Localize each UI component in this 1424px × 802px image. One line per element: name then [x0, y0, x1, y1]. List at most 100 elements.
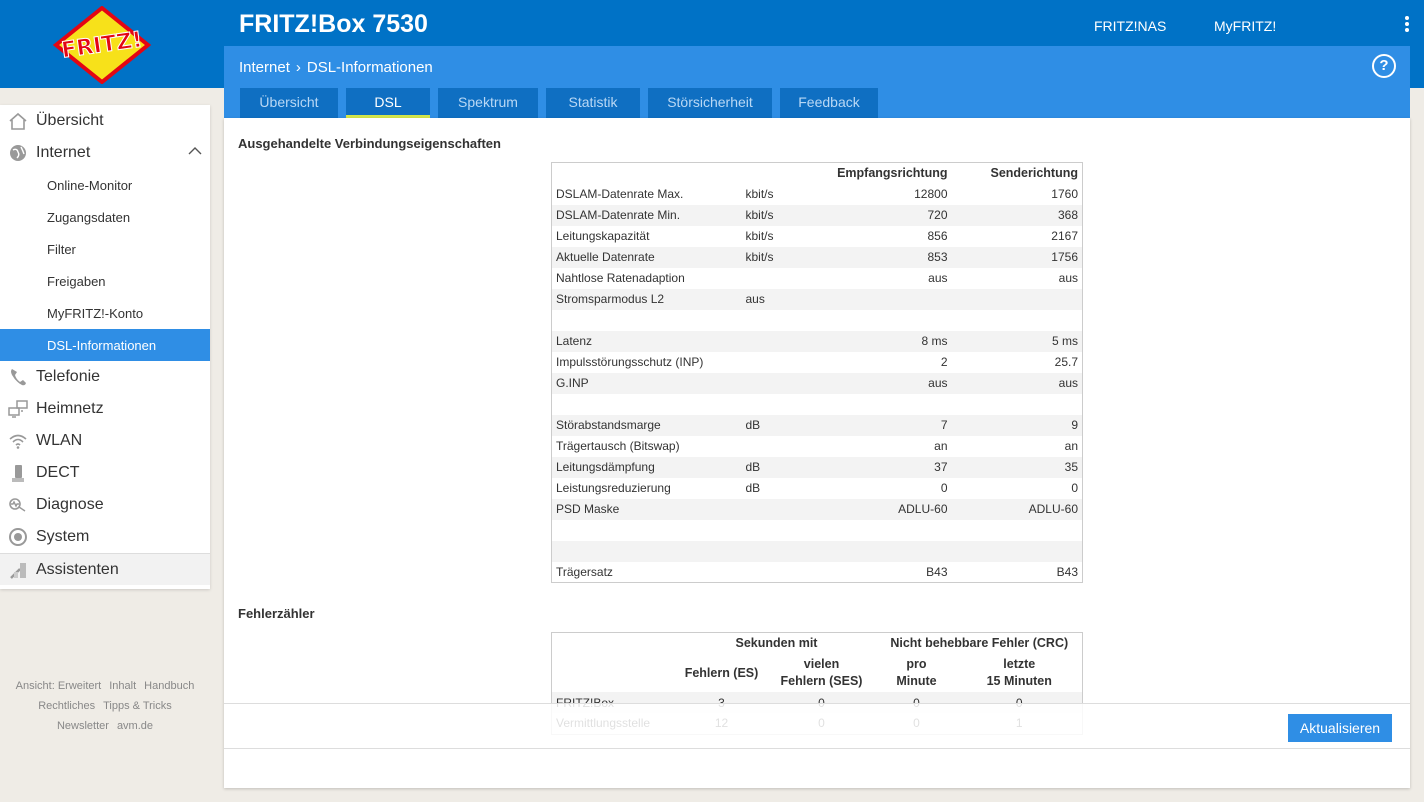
row-rx-value: 7	[811, 414, 952, 436]
nav-diagnose[interactable]: Diagnose	[0, 489, 210, 521]
table-row	[552, 310, 1083, 331]
sub-header: Internet › DSL-Informationen ? Übersicht…	[224, 46, 1410, 118]
row-tx-value: an	[1064, 439, 1078, 453]
row-rx-value	[812, 310, 952, 331]
table-row: Impulsstörungsschutz (INP) 2 25.7	[552, 352, 1083, 373]
dect-handset-icon	[0, 463, 36, 483]
table-row: Leitungsdämpfung dB 37 35	[551, 456, 1083, 478]
row-label: DSLAM-Datenrate Max.	[556, 187, 684, 201]
footer-link-avm[interactable]: avm.de	[116, 720, 154, 732]
breadcrumb-section[interactable]: Internet	[239, 59, 290, 76]
table-row: Trägertausch (Bitswap) an an	[552, 436, 1083, 457]
col-header-ses: vielen Fehlern (SES)	[780, 657, 863, 688]
row-unit: dB	[745, 481, 761, 495]
table-row	[551, 540, 1083, 562]
row-tx-value: 9	[951, 414, 1083, 436]
myfritz-link[interactable]: MyFRITZ!	[1214, 18, 1277, 34]
row-rx-value: 37	[811, 456, 952, 478]
nav-label: DECT	[36, 464, 80, 481]
footer-link-newsletter[interactable]: Newsletter	[56, 720, 109, 732]
row-tx-value: aus	[951, 372, 1083, 394]
table-row: G.INP aus aus	[551, 372, 1083, 394]
row-tx-value	[951, 540, 1083, 562]
table-row: Aktuelle Datenrate kbit/s 853 1756	[551, 246, 1083, 268]
nav-myfritz-konto[interactable]: MyFRITZ!-Konto	[47, 305, 144, 321]
tab-uebersicht[interactable]: Übersicht	[240, 88, 338, 118]
table-row: Trägersatz B43 B43	[552, 562, 1083, 583]
row-label	[551, 540, 742, 562]
chevron-up-icon[interactable]	[188, 146, 202, 156]
nav-uebersicht[interactable]: Übersicht	[0, 105, 210, 137]
nav-heimnetz[interactable]: Heimnetz	[0, 393, 210, 425]
row-label: Aktuelle Datenrate	[551, 246, 742, 268]
nav-filter[interactable]: Filter	[47, 241, 76, 257]
row-tx-value	[952, 394, 1083, 415]
row-unit: kbit/s	[741, 204, 812, 226]
nav-dsl-informationen[interactable]: DSL-Informationen	[0, 329, 210, 361]
fritznas-link[interactable]: FRITZ!NAS	[1094, 18, 1167, 34]
footer-link-ansicht[interactable]: Ansicht: Erweitert	[15, 680, 102, 692]
tab-spektrum[interactable]: Spektrum	[438, 88, 538, 118]
row-unit	[742, 310, 812, 331]
tab-bar: Übersicht DSL Spektrum Statistik Störsic…	[240, 88, 878, 118]
section-title-connection: Ausgehandelte Verbindungseigenschaften	[238, 136, 501, 151]
row-rx-value: 720	[811, 204, 952, 226]
row-rx-value: 2	[940, 355, 948, 369]
nav-system[interactable]: System	[0, 521, 210, 553]
row-rx-value: an	[934, 439, 948, 453]
nav-label: WLAN	[36, 432, 83, 449]
action-bar: Aktualisieren	[224, 703, 1410, 749]
row-label: Trägertausch (Bitswap)	[556, 439, 680, 453]
network-icon	[0, 399, 36, 419]
row-tx-value: aus	[1058, 271, 1078, 285]
nav-assistenten[interactable]: Assistenten	[0, 553, 210, 585]
nav-telefonie[interactable]: Telefonie	[0, 361, 210, 393]
help-icon[interactable]: ?	[1372, 54, 1396, 78]
breadcrumb-page: DSL-Informationen	[306, 59, 433, 76]
nav-label: Übersicht	[36, 112, 104, 129]
tab-statistik[interactable]: Statistik	[546, 88, 640, 118]
row-rx-value: aus	[811, 372, 952, 394]
footer-link-inhalt[interactable]: Inhalt	[109, 680, 137, 692]
row-label: DSLAM-Datenrate Min.	[551, 204, 742, 226]
nav-wlan[interactable]: WLAN	[0, 425, 210, 457]
tab-dsl[interactable]: DSL	[346, 88, 430, 118]
table-row: Leitungskapazität kbit/s 856 2167	[552, 226, 1083, 247]
refresh-button[interactable]: Aktualisieren	[1288, 714, 1392, 742]
fritz-logo[interactable]: FRITZ!	[52, 5, 152, 85]
menu-kebab-icon[interactable]	[1400, 14, 1414, 38]
nav-label: System	[36, 528, 90, 545]
nav-internet[interactable]: Internet	[0, 137, 210, 169]
nav-zugangsdaten[interactable]: Zugangsdaten	[47, 209, 131, 225]
row-label: Störabstandsmarge	[551, 414, 742, 436]
row-unit	[741, 372, 812, 394]
breadcrumb: Internet › DSL-Informationen	[239, 59, 433, 76]
nav-online-monitor[interactable]: Online-Monitor	[47, 177, 133, 193]
row-unit	[742, 352, 812, 373]
row-tx-value: 1760	[1051, 187, 1078, 201]
wifi-icon	[0, 431, 36, 451]
footer-link-tipps[interactable]: Tipps & Tricks	[103, 700, 172, 712]
nav-dect[interactable]: DECT	[0, 457, 210, 489]
section-title-errors: Fehlerzähler	[238, 606, 315, 621]
footer-link-handbuch[interactable]: Handbuch	[144, 680, 195, 692]
nav-label: Heimnetz	[36, 400, 104, 417]
row-label	[552, 310, 742, 331]
nav-label: Assistenten	[36, 560, 119, 578]
row-label: Leitungskapazität	[556, 229, 650, 243]
table-row: Nahtlose Ratenadaption aus aus	[552, 268, 1083, 289]
row-label: Impulsstörungsschutz (INP)	[556, 355, 704, 369]
table-row: Leistungsreduzierung dB 0 0	[552, 478, 1083, 499]
tab-feedback[interactable]: Feedback	[780, 88, 878, 118]
table-row: PSD Maske ADLU-60 ADLU-60	[551, 498, 1083, 520]
nav-freigaben[interactable]: Freigaben	[47, 273, 106, 289]
row-label: Stromsparmodus L2	[551, 288, 742, 310]
row-label	[552, 520, 742, 541]
tab-stoersicherheit[interactable]: Störsicherheit	[648, 88, 772, 118]
nav-label: Diagnose	[36, 496, 104, 513]
row-tx-value: 0	[1071, 481, 1078, 495]
row-label: Leistungsreduzierung	[556, 481, 671, 495]
footer-link-rechtliches[interactable]: Rechtliches	[38, 700, 96, 712]
group-header-seconds: Sekunden mit	[735, 636, 818, 650]
group-header-crc: Nicht behebbare Fehler (CRC)	[890, 636, 1069, 650]
